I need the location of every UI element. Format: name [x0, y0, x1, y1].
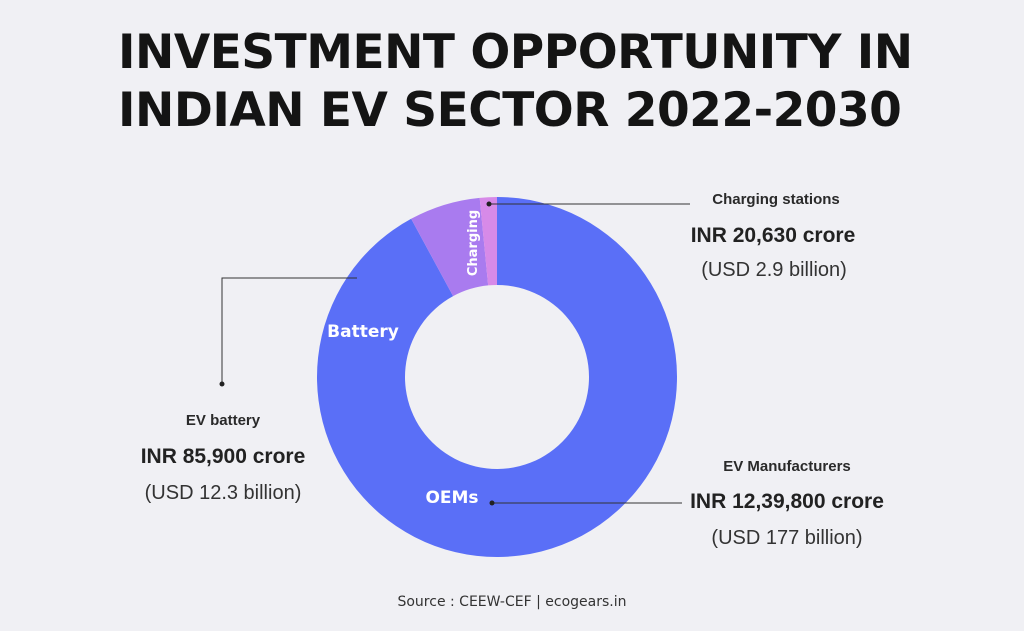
page-title: INVESTMENT OPPORTUNITY IN INDIAN EV SECT… [118, 24, 918, 140]
title-line-2: INDIAN EV SECTOR 2022-2030 [118, 83, 902, 138]
battery-name: EV battery [186, 412, 261, 429]
donut-slice-battery [411, 197, 489, 297]
donut-slice-charging [479, 197, 497, 286]
title-line-1: INVESTMENT OPPORTUNITY IN [118, 25, 913, 80]
leader-line-oems-dot [489, 500, 495, 506]
slice-label-oems: OEMs [425, 488, 478, 508]
donut-slice-oems [317, 197, 677, 557]
battery-inr: INR 85,900 crore [141, 445, 306, 468]
donut-slices [317, 197, 677, 557]
charging-usd: (USD 2.9 billion) [701, 259, 847, 281]
oems-inr: INR 12,39,800 crore [690, 490, 884, 513]
leader-line-battery-dot [219, 381, 225, 387]
slice-label-charging: Charging [466, 210, 481, 276]
battery-usd: (USD 12.3 billion) [145, 482, 302, 504]
oems-name: EV Manufacturers [723, 458, 851, 475]
oems-usd: (USD 177 billion) [711, 527, 862, 549]
source-note: Source : CEEW-CEF | ecogears.in [397, 594, 627, 610]
slice-label-battery: Battery [327, 322, 399, 342]
leader-line-battery [221, 277, 357, 384]
charging-name: Charging stations [712, 191, 840, 208]
charging-inr: INR 20,630 crore [691, 224, 856, 247]
leader-line-charging-dot [486, 201, 492, 207]
leader-lines [219, 201, 690, 506]
